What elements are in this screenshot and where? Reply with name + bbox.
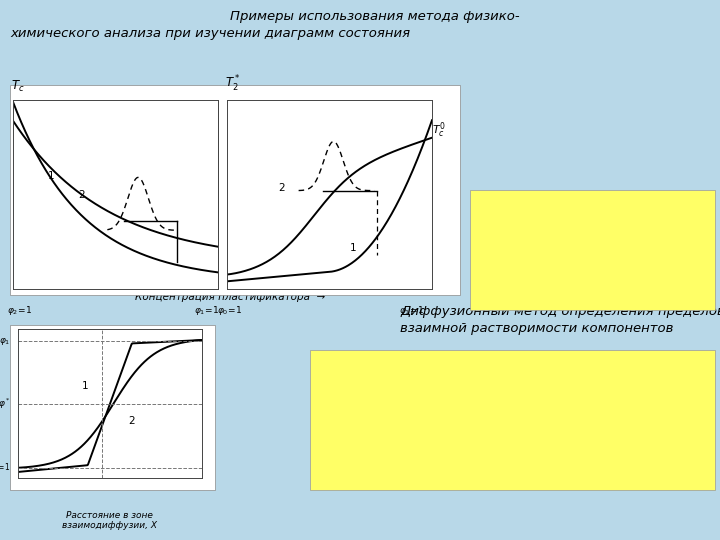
Text: 1: 1 — [350, 243, 356, 253]
Text: температуры стеклования  $T_c$  и: температуры стеклования $T_c$ и — [497, 230, 688, 244]
Text: времени        спин-спиновой: времени спин-спиновой — [510, 243, 675, 253]
Text: взаимодиффузии для однофазных (1) и: взаимодиффузии для однофазных (1) и — [395, 392, 629, 402]
Text: $\varphi_1\!=\!1$: $\varphi_1\!=\!1$ — [194, 304, 219, 317]
Text: Расстояние в зоне
взаимодиффузии, X: Расстояние в зоне взаимодиффузии, X — [63, 511, 157, 530]
Text: Концентрация пластификатора  →: Концентрация пластификатора → — [135, 292, 325, 302]
Text: $T_2^*$: $T_2^*$ — [225, 74, 240, 94]
Text: Диффузионный метод определения пределов: Диффузионный метод определения пределов — [400, 305, 720, 318]
Text: 2: 2 — [78, 190, 85, 200]
Text: $\varphi_2\!=\!1$: $\varphi_2\!=\!1$ — [0, 461, 11, 474]
Text: расслаивающихся (2) систем: расслаивающихся (2) систем — [506, 282, 678, 292]
Text: расслаивающихся (2) систем: расслаивающихся (2) систем — [426, 407, 598, 417]
Text: взаимной растворимости компонентов: взаимной растворимости компонентов — [400, 322, 673, 335]
Text: пластификатора от расстояния в зоне: пластификатора от расстояния в зоне — [399, 377, 625, 387]
Text: для    однофазных    (1)    и: для однофазных (1) и — [512, 269, 672, 279]
Text: 1: 1 — [82, 381, 89, 391]
Text: Зависимость: Зависимость — [554, 217, 630, 227]
Text: релаксации  $T_2$  от  концентрации: релаксации $T_2$ от концентрации — [491, 256, 693, 270]
Text: $T_c^0$: $T_c^0$ — [432, 120, 446, 140]
Text: 2: 2 — [128, 416, 135, 427]
Text: Примеры использования метода физико-: Примеры использования метода физико- — [230, 10, 520, 23]
Text: $\varphi_1$: $\varphi_1$ — [0, 336, 11, 347]
Text: химического анализа при изучении диаграмм состояния: химического анализа при изучении диаграм… — [10, 27, 410, 40]
Text: $\varphi_0\!=\!1$: $\varphi_0\!=\!1$ — [217, 304, 242, 317]
Text: $T_c$: $T_c$ — [11, 79, 24, 94]
Text: $\varphi^*$: $\varphi^*$ — [0, 396, 11, 411]
Text: $\varphi_2\!=\!1$: $\varphi_2\!=\!1$ — [6, 304, 32, 317]
Text: $\varphi_1\!=\!1$: $\varphi_1\!=\!1$ — [399, 304, 424, 317]
Text: Зависимость концентрации: Зависимость концентрации — [430, 362, 594, 372]
Text: 2: 2 — [278, 183, 284, 193]
Text: 1: 1 — [48, 171, 55, 181]
